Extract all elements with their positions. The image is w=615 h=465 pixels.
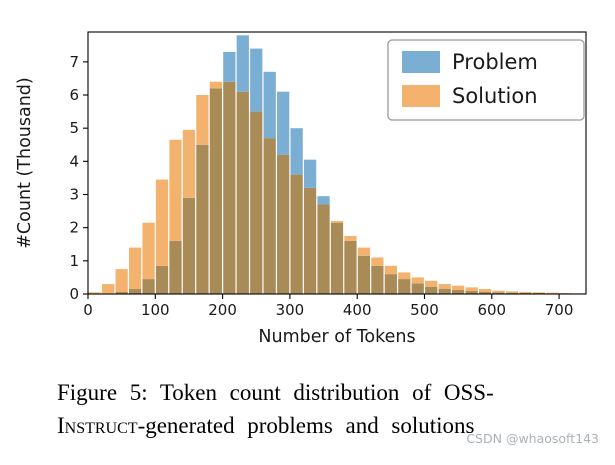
histogram-bar	[452, 285, 465, 291]
histogram-bar-overlap	[236, 91, 249, 295]
y-tick-label: 5	[69, 119, 79, 137]
y-tick-label: 6	[69, 86, 79, 104]
histogram-bar	[277, 91, 290, 155]
legend-swatch-solution	[402, 85, 440, 107]
histogram-bar-overlap	[425, 286, 438, 294]
histogram-bar	[88, 292, 101, 294]
histogram-bar	[425, 280, 438, 287]
watermark: CSDN @whaosoft143	[466, 431, 599, 446]
plot-border	[87, 31, 587, 295]
histogram-bar	[519, 292, 532, 294]
x-tick-label: 500	[410, 301, 439, 319]
histogram-bar-overlap	[411, 283, 424, 294]
histogram-bar	[384, 265, 397, 275]
histogram-bar-overlap	[465, 291, 478, 294]
caption-line-2: -generated problems and solutions	[137, 413, 475, 438]
histogram-bar-overlap	[250, 111, 263, 294]
x-tick-label: 700	[545, 301, 574, 319]
histogram-bar-overlap	[128, 289, 142, 294]
x-tick-label: 0	[83, 301, 93, 319]
caption-line-1: Figure 5: Token count distribution of OS…	[57, 380, 494, 405]
y-tick-label: 2	[69, 219, 79, 237]
legend-label-solution: Solution	[452, 84, 538, 108]
histogram-bar-overlap	[142, 279, 155, 294]
histogram-bar-overlap	[290, 174, 303, 294]
y-axis-label: #Count (Thousand)	[15, 77, 35, 248]
histogram-bar	[115, 269, 128, 293]
legend: Problem Solution	[387, 39, 585, 121]
y-axis-ticks: 0 1 2 3 4 5 6 7	[69, 53, 88, 303]
histogram-bar	[303, 159, 317, 188]
histogram-bar-overlap	[344, 240, 357, 294]
histogram-bar	[465, 287, 478, 292]
y-tick-label: 0	[69, 285, 79, 303]
histogram-bar	[438, 284, 451, 289]
histogram-bar	[169, 139, 182, 241]
histogram-bar	[128, 247, 142, 290]
histogram-bar-overlap	[223, 81, 236, 295]
x-tick-label: 400	[343, 301, 372, 319]
histogram-bar	[344, 235, 357, 241]
x-tick-label: 600	[477, 301, 506, 319]
histogram-bar-overlap	[263, 138, 276, 294]
histogram-bar-overlap	[317, 204, 330, 294]
histogram-bar	[196, 95, 209, 145]
legend-label-problem: Problem	[452, 50, 538, 74]
y-tick-label: 4	[69, 152, 79, 170]
legend-swatch-problem	[402, 51, 440, 73]
histogram-bar-overlap	[209, 88, 222, 294]
histogram-bar	[317, 196, 330, 205]
histogram-bar	[102, 284, 115, 294]
histogram-bar	[155, 179, 169, 266]
histogram-bar-overlap	[371, 265, 384, 294]
histogram-bar	[236, 35, 249, 92]
histogram-bar-overlap	[492, 292, 505, 294]
histogram-bar-overlap	[155, 265, 169, 294]
histogram-bar-overlap	[196, 144, 209, 294]
histogram-bar-overlap	[303, 187, 317, 294]
histogram-bar-overlap	[330, 222, 344, 294]
y-tick-label: 7	[69, 53, 79, 71]
histogram-bar-overlap	[452, 290, 465, 294]
histogram-bar-overlap	[182, 197, 196, 294]
figure-caption: Figure 5: Token count distribution of OS…	[57, 376, 567, 442]
histogram-bar	[330, 221, 344, 223]
histogram-bar	[142, 222, 155, 280]
histogram-bar	[546, 292, 559, 294]
histogram-bar	[532, 292, 546, 294]
caption-instruct-smallcaps: Instruct	[57, 413, 138, 438]
histogram-bar	[411, 277, 424, 284]
histogram-bar-overlap	[169, 240, 182, 294]
histogram-bar-overlap	[384, 274, 397, 294]
histogram-bar-overlap	[505, 292, 519, 294]
histogram-bar-overlap	[398, 279, 411, 294]
histogram-bar-overlap	[115, 292, 128, 294]
histogram-bar	[398, 272, 411, 280]
histogram-bar	[492, 290, 505, 293]
histogram-bar-overlap	[357, 255, 371, 294]
histogram-bar	[357, 247, 371, 256]
histogram-bar	[505, 291, 519, 293]
x-axis-label: Number of Tokens	[258, 327, 415, 347]
token-histogram-chart: 0 100 200 300 400 500 600 700 0 1 2 3 4 5 6 7 Number of …	[15, 31, 587, 347]
histogram-bar	[209, 81, 222, 89]
histogram-bar	[263, 71, 276, 139]
x-tick-label: 300	[276, 301, 305, 319]
histogram-bar	[371, 257, 384, 266]
histogram-bar-overlap	[438, 288, 451, 294]
x-tick-label: 100	[141, 301, 170, 319]
histogram-bar-overlap	[277, 154, 290, 294]
histogram-bars	[88, 35, 586, 295]
histogram-bar	[250, 48, 263, 112]
histogram-bar	[478, 289, 492, 292]
y-tick-label: 1	[69, 252, 79, 270]
figure-5-chart: 0 100 200 300 400 500 600 700 0 1 2 3 4 5 6 7 Number of …	[0, 4, 615, 359]
histogram-bar	[223, 51, 236, 82]
y-tick-label: 3	[69, 186, 79, 204]
x-tick-label: 200	[208, 301, 237, 319]
histogram-bar-overlap	[478, 291, 492, 294]
x-axis-ticks: 0 100 200 300 400 500 600 700	[83, 294, 573, 319]
histogram-bar	[290, 128, 303, 175]
histogram-bar	[182, 129, 196, 198]
